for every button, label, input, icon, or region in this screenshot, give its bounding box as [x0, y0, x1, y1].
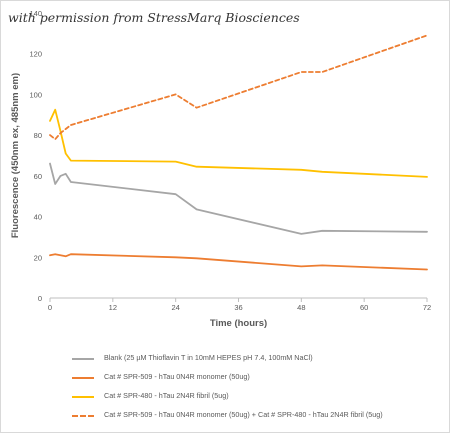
legend-label-3: Cat # SPR-480 - hTau 2N4R fibril (5ug) [104, 391, 229, 400]
legend-item-4: Cat # SPR-509 - hTau 0N4R monomer (50ug)… [72, 408, 442, 427]
y-tick-label: 140 [29, 9, 42, 18]
y-tick-label: 100 [29, 90, 42, 99]
series-line-3 [49, 108, 428, 178]
x-tick-label: 48 [297, 303, 305, 312]
x-axis-title: Time (hours) [210, 318, 267, 329]
x-tick-label: 36 [234, 303, 242, 312]
y-tick-label: 20 [34, 253, 42, 262]
x-tick-label: 60 [360, 303, 368, 312]
legend-item-3: Cat # SPR-480 - hTau 2N4R fibril (5ug) [72, 389, 442, 408]
legend-item-2: Cat # SPR-509 - hTau 0N4R monomer (50ug) [72, 370, 442, 389]
legend-swatch-2 [72, 377, 94, 379]
chart-legend: Blank (25 µM Thioflavin T in 10mM HEPES … [72, 351, 442, 427]
y-tick-label: 40 [34, 213, 42, 222]
x-tick-label: 12 [109, 303, 117, 312]
series-line-1 [49, 162, 428, 235]
legend-swatch-1 [72, 358, 94, 360]
y-tick-label: 0 [38, 294, 42, 303]
legend-swatch-3 [72, 396, 94, 398]
x-tick-label: 24 [171, 303, 179, 312]
y-tick-label: 80 [34, 131, 42, 140]
legend-label-4: Cat # SPR-509 - hTau 0N4R monomer (50ug)… [104, 410, 383, 419]
legend-swatch-4 [72, 415, 94, 417]
y-axis-title: Fluorescence (450nm ex, 485nm em) [10, 73, 21, 238]
x-tick-label: 0 [48, 303, 52, 312]
legend-label-1: Blank (25 µM Thioflavin T in 10mM HEPES … [104, 353, 313, 362]
permission-watermark: with permission from StressMarq Bioscien… [8, 10, 300, 25]
series-line-4 [49, 34, 428, 141]
legend-label-2: Cat # SPR-509 - hTau 0N4R monomer (50ug) [104, 372, 250, 381]
y-tick-label: 120 [29, 50, 42, 59]
y-tick-label: 60 [34, 172, 42, 181]
legend-item-1: Blank (25 µM Thioflavin T in 10mM HEPES … [72, 351, 442, 370]
series-line-2 [49, 253, 428, 271]
x-tick-label: 72 [423, 303, 431, 312]
